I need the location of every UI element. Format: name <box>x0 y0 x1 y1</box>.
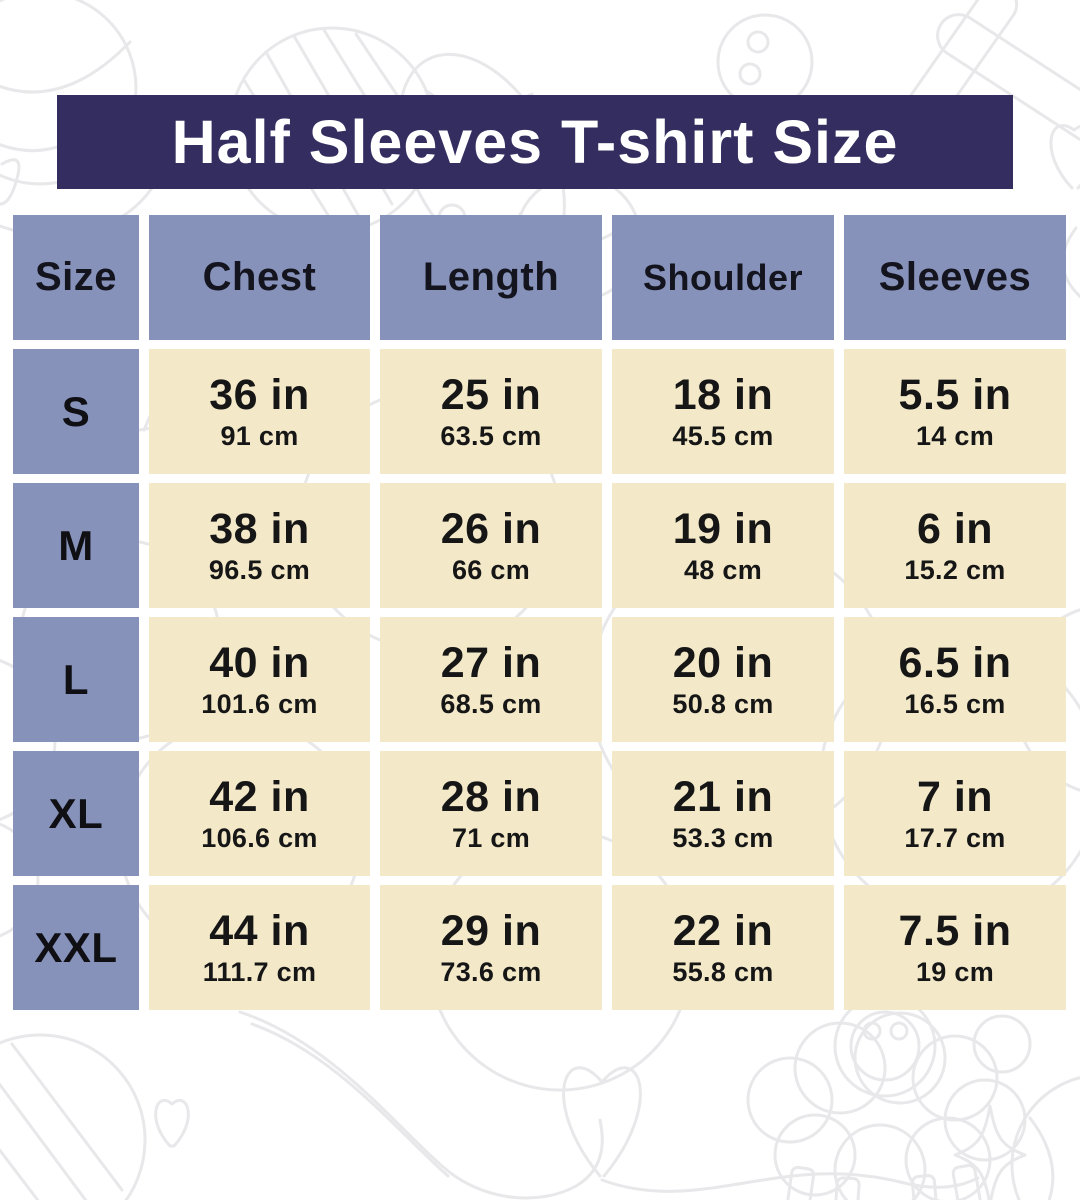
inches-value: 42 in <box>209 773 310 821</box>
cell-chest: 40 in 101.6 cm <box>149 617 370 742</box>
inches-value: 7.5 in <box>898 907 1012 955</box>
inches-value: 28 in <box>440 773 542 821</box>
cm-value: 53.3 cm <box>672 823 774 853</box>
title-banner: Half Sleeves T-shirt Size <box>57 95 1013 189</box>
cm-value: 16.5 cm <box>904 689 1006 719</box>
inches-value: 27 in <box>440 639 542 687</box>
page-title: Half Sleeves T-shirt Size <box>171 108 899 176</box>
inches-value: 38 in <box>209 505 310 553</box>
cm-value: 14 cm <box>915 421 995 451</box>
cm-value: 15.2 cm <box>904 555 1006 585</box>
cell-chest: 42 in 106.6 cm <box>149 751 370 876</box>
cm-value: 71 cm <box>451 823 531 853</box>
inches-value: 20 in <box>672 639 774 687</box>
cm-value: 91 cm <box>220 421 299 451</box>
cm-value: 96.5 cm <box>208 555 311 585</box>
cell-sleeves: 5.5 in 14 cm <box>844 349 1066 474</box>
small-heart-doodle <box>154 1099 190 1148</box>
cell-sleeves: 7 in 17.7 cm <box>844 751 1066 876</box>
cm-value: 45.5 cm <box>672 421 774 451</box>
cm-value: 73.6 cm <box>440 957 542 987</box>
cell-shoulder: 20 in 50.8 cm <box>612 617 834 742</box>
header-size: Size <box>13 215 139 340</box>
cell-length: 27 in 68.5 cm <box>380 617 602 742</box>
cm-value: 17.7 cm <box>904 823 1006 853</box>
cm-value: 106.6 cm <box>201 823 318 853</box>
cm-value: 101.6 cm <box>201 689 318 719</box>
cm-value: 68.5 cm <box>440 689 542 719</box>
cell-shoulder: 18 in 45.5 cm <box>612 349 834 474</box>
size-label: M <box>13 483 139 608</box>
yarn-ball-bottom-doodle <box>0 1033 147 1200</box>
inches-value: 6.5 in <box>898 639 1012 687</box>
header-sleeves: Sleeves <box>844 215 1066 340</box>
inches-value: 21 in <box>672 773 774 821</box>
cell-sleeves: 7.5 in 19 cm <box>844 885 1066 1010</box>
header-length: Length <box>380 215 602 340</box>
cell-sleeves: 6.5 in 16.5 cm <box>844 617 1066 742</box>
size-chart-table: Size Chest Length Shoulder Sleeves S 36 … <box>13 215 1066 1010</box>
cell-shoulder: 19 in 48 cm <box>612 483 834 608</box>
inches-value: 6 in <box>916 505 994 553</box>
inches-value: 5.5 in <box>898 371 1012 419</box>
squiggle-doodle <box>0 158 21 206</box>
cell-chest: 38 in 96.5 cm <box>149 483 370 608</box>
cell-chest: 36 in 91 cm <box>149 349 370 474</box>
cell-length: 29 in 73.6 cm <box>380 885 602 1010</box>
header-shoulder: Shoulder <box>612 215 834 340</box>
cell-length: 25 in 63.5 cm <box>380 349 602 474</box>
cm-value: 63.5 cm <box>440 421 542 451</box>
inches-value: 25 in <box>440 371 542 419</box>
cell-sleeves: 6 in 15.2 cm <box>844 483 1066 608</box>
cell-chest: 44 in 111.7 cm <box>149 885 370 1010</box>
sheep-doodle <box>746 1011 1032 1200</box>
cm-value: 50.8 cm <box>672 689 774 719</box>
yarn-ball-corner-doodle <box>1010 1076 1080 1200</box>
size-label: XL <box>13 751 139 876</box>
header-chest: Chest <box>149 215 370 340</box>
inches-value: 36 in <box>209 371 310 419</box>
inches-value: 22 in <box>672 907 774 955</box>
cell-length: 26 in 66 cm <box>380 483 602 608</box>
cm-value: 19 cm <box>915 957 995 987</box>
inches-value: 44 in <box>209 907 310 955</box>
size-label: L <box>13 617 139 742</box>
button-bottom-doodle <box>833 994 937 1098</box>
thread-heart-doodle <box>238 1010 980 1200</box>
cm-value: 66 cm <box>451 555 531 585</box>
cell-length: 28 in 71 cm <box>380 751 602 876</box>
cell-shoulder: 21 in 53.3 cm <box>612 751 834 876</box>
cell-shoulder: 22 in 55.8 cm <box>612 885 834 1010</box>
inches-value: 29 in <box>440 907 542 955</box>
size-label: XXL <box>13 885 139 1010</box>
inches-value: 19 in <box>672 505 774 553</box>
inches-value: 7 in <box>916 773 994 821</box>
inches-value: 26 in <box>440 505 542 553</box>
size-label: S <box>13 349 139 474</box>
sparkle-doodle <box>953 1104 1027 1200</box>
inches-value: 18 in <box>672 371 774 419</box>
cm-value: 55.8 cm <box>672 957 774 987</box>
inches-value: 40 in <box>209 639 310 687</box>
cm-value: 48 cm <box>683 555 763 585</box>
cm-value: 111.7 cm <box>202 957 317 987</box>
